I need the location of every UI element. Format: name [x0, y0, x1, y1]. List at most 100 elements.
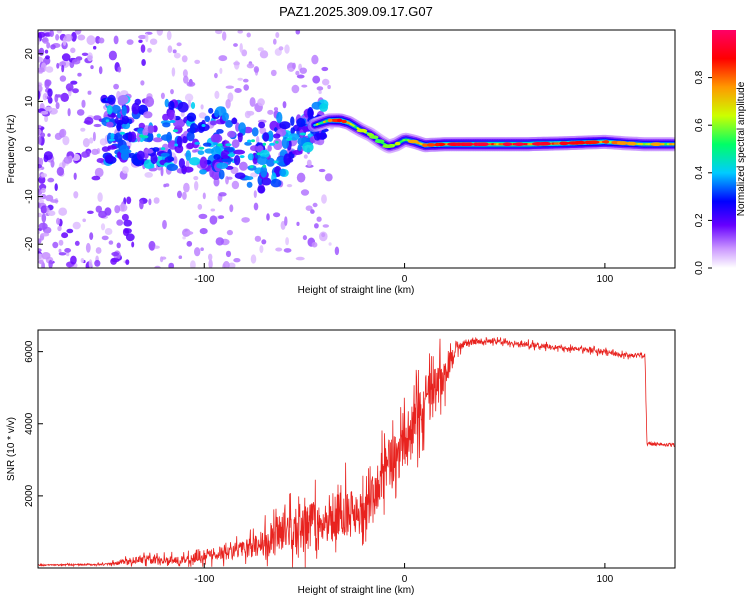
spectrogram-noise-blob [253, 66, 260, 73]
spectrogram-noise-blob [147, 47, 152, 53]
spectrogram-noise-blob [48, 259, 53, 268]
spectrogram-noise-blob [38, 90, 41, 101]
spectrogram-noise-blob [138, 34, 147, 40]
spectrogram-blob [178, 158, 185, 169]
spectrogram-blob [162, 122, 171, 128]
spectrogram-noise-blob [311, 241, 318, 248]
spectrogram-noise-blob [122, 166, 129, 174]
spectrogram-noise-blob [257, 47, 264, 52]
spectrogram-noise-blob [275, 32, 280, 38]
spectrogram-blob [258, 121, 266, 129]
spectrogram-noise-blob [259, 245, 264, 254]
spectrogram-blob [106, 121, 114, 128]
spectrogram-noise-blob [93, 45, 97, 50]
spectrogram-noise-blob [223, 261, 230, 268]
spectrogram-blob [136, 131, 141, 143]
spectrogram-noise-blob [261, 239, 267, 245]
spectrogram-blob [144, 148, 154, 154]
spectrogram-noise-blob [100, 223, 106, 231]
spectrogram-blob [237, 132, 244, 138]
spectrogram-noise-blob [312, 202, 318, 208]
spectrogram-noise-blob [50, 44, 56, 50]
spectrogram-noise-blob [38, 124, 42, 129]
spectrogram-blob [296, 117, 306, 128]
colorbar-tick-label: 0.8 [694, 70, 705, 84]
spectrogram-blob [246, 181, 253, 188]
spectrogram-noise-blob [74, 240, 80, 246]
spectrogram-peak [247, 139, 252, 143]
spectrogram-noise-blob [140, 44, 146, 53]
spectrogram-blob [204, 148, 215, 154]
spectrogram-noise-blob [74, 30, 82, 35]
spectrogram-peak [269, 142, 276, 146]
spectrogram-blob [257, 156, 268, 165]
spectrogram-xtick-label: 100 [597, 274, 614, 285]
spectrogram-noise-blob [40, 232, 50, 237]
snr-ylabel: SNR (10 * v/v) [6, 417, 17, 481]
spectrogram-noise-blob [160, 166, 164, 177]
spectrogram-noise-blob [38, 67, 45, 73]
spectrogram-blob [177, 101, 189, 113]
spectrogram-blob [283, 153, 292, 166]
spectrogram-noise-blob [114, 205, 121, 214]
spectrogram-noise-blob [66, 228, 74, 234]
spectrogram-noise-blob [208, 253, 213, 261]
spectrogram-blob [314, 133, 321, 141]
spectrogram-noise-blob [89, 232, 94, 241]
spectrogram-noise-blob [73, 172, 77, 180]
spectrogram-noise-blob [95, 205, 103, 213]
spectrogram-blob [279, 168, 287, 177]
spectrogram-peak [327, 118, 333, 123]
spectrogram-noise-blob [38, 31, 46, 38]
spectrogram-noise-blob [187, 99, 192, 108]
spectrogram-blob [120, 149, 132, 154]
snr-frame [37, 329, 676, 569]
spectrogram-blob [142, 128, 149, 137]
spectrogram-noise-blob [40, 110, 49, 115]
spectrogram-blob [279, 121, 291, 130]
spectrogram-noise-blob [52, 241, 59, 249]
spectrogram-noise-blob [141, 59, 146, 66]
spectrogram-noise-blob [181, 55, 188, 63]
spectrogram-noise-blob [312, 75, 321, 84]
spectrogram-peak [172, 129, 179, 133]
spectrogram-blob [210, 133, 223, 144]
spectrogram-noise-blob [38, 259, 44, 265]
spectrogram-noise-blob [302, 235, 307, 241]
spectrogram-blob [233, 149, 246, 155]
spectrogram-noise-blob [38, 56, 44, 63]
spectrogram-blob [231, 117, 238, 125]
spectrogram-noise-blob [176, 42, 182, 47]
spectrogram-noise-blob [113, 35, 119, 45]
spectrogram-blob [134, 98, 142, 106]
spectrogram-noise-blob [225, 99, 231, 109]
spectrogram-noise-blob [126, 196, 132, 205]
spectrogram-noise-blob [177, 190, 182, 199]
spectrogram-noise-blob [295, 256, 305, 261]
spectrogram-noise-blob [73, 191, 79, 199]
spectrogram-peak [611, 140, 619, 145]
spectrogram-noise-blob [306, 159, 312, 167]
spectrogram-noise-blob [86, 35, 96, 46]
spectrogram-noise-blob [165, 183, 170, 187]
spectrogram-ytick-label: -10 [24, 189, 35, 204]
spectrogram-blob [161, 134, 172, 141]
spectrogram-noise-blob [208, 259, 213, 268]
spectrogram-blob [108, 145, 117, 150]
spectrogram-peak [394, 141, 401, 146]
spectrogram-noise-blob [98, 37, 105, 44]
spectrogram-noise-blob [215, 30, 223, 35]
spectrogram-peak [169, 120, 176, 123]
spectrogram-noise-blob [190, 260, 196, 268]
spectrogram-noise-blob [50, 199, 59, 203]
spectrogram-peak [603, 140, 610, 144]
spectrogram-noise-blob [186, 240, 193, 247]
spectrogram-blob [116, 122, 122, 132]
spectrogram-noise-blob [139, 199, 144, 210]
spectrogram-blob [204, 115, 211, 123]
spectrogram-noise-blob [291, 84, 300, 94]
spectrogram-blob [202, 142, 212, 147]
spectrogram-noise-blob [246, 110, 255, 116]
spectrogram-peak [251, 139, 255, 143]
spectrogram-noise-blob [38, 202, 41, 208]
